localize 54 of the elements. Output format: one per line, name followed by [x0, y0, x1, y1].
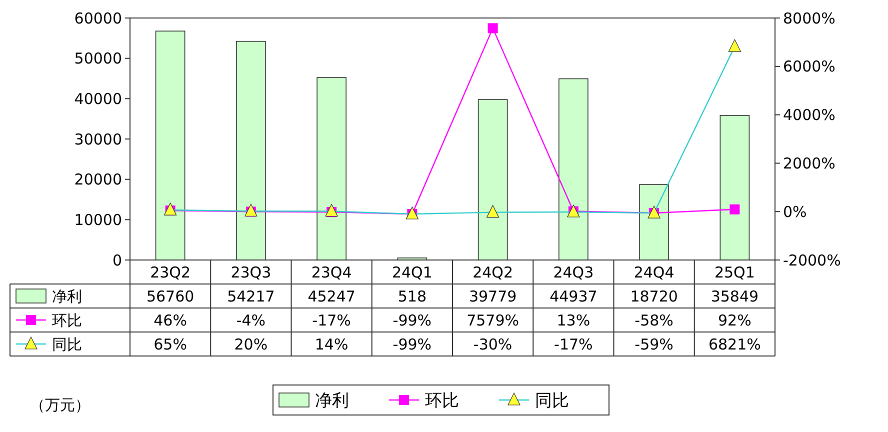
- data-label: -4%: [236, 311, 266, 330]
- y2-tick-label: 4000%: [783, 106, 836, 124]
- y-tick-label: 20000: [74, 170, 122, 189]
- data-label: 18720: [630, 287, 678, 306]
- point: [730, 204, 740, 214]
- y2-tick-label: 6000%: [783, 58, 836, 76]
- y-tick-label: 0: [112, 251, 122, 270]
- data-label: 14%: [314, 335, 348, 354]
- y2-tick-label: 0%: [783, 202, 807, 221]
- data-label: 35849: [710, 287, 759, 306]
- data-label: 518: [398, 287, 427, 306]
- y2-tick-label: 2000%: [783, 154, 836, 172]
- data-label: -30%: [473, 335, 512, 354]
- x-tick-label: 24Q4: [634, 263, 674, 282]
- y-tick-label: 50000: [74, 50, 122, 68]
- data-label: 45247: [308, 287, 356, 306]
- data-label: 6821%: [708, 335, 761, 354]
- data-label: 44937: [550, 287, 598, 306]
- y2-tick-label: 8000%: [783, 9, 836, 28]
- text: 净利: [315, 390, 349, 411]
- x-tick-label: 24Q1: [392, 263, 432, 282]
- data-label: -58%: [634, 311, 674, 330]
- legend-label: 净利: [52, 287, 82, 306]
- data-label: 39779: [468, 287, 517, 306]
- text: （万元）: [30, 396, 90, 414]
- data-label: 7579%: [466, 311, 520, 330]
- data-label: 46%: [154, 311, 187, 330]
- data-label: -99%: [392, 311, 432, 330]
- point: [488, 23, 498, 34]
- x-tick-label: 23Q4: [311, 263, 352, 282]
- x-tick-label: 23Q3: [230, 263, 272, 282]
- y2-tick-label: -2000%: [783, 251, 841, 270]
- x-tick-label: 25Q1: [714, 263, 755, 282]
- data-label: -99%: [392, 335, 432, 354]
- x-tick-label: 24Q2: [472, 263, 514, 282]
- data-label: 92%: [718, 311, 752, 330]
- data-label: 13%: [556, 311, 590, 330]
- y-tick-label: 60000: [74, 9, 122, 28]
- data-label: 54217: [227, 287, 275, 306]
- text: 同比: [535, 390, 569, 411]
- data-label: -17%: [312, 311, 351, 330]
- x-tick-label: 23Q2: [150, 263, 191, 282]
- y-tick-label: 10000: [74, 210, 122, 229]
- data-label: 65%: [154, 335, 187, 354]
- legend-label: 环比: [52, 311, 82, 330]
- data-label: 20%: [234, 335, 268, 354]
- x-tick-label: 24Q3: [553, 263, 594, 282]
- data-label: -59%: [634, 335, 674, 354]
- y-tick-label: 30000: [74, 130, 122, 148]
- text: 环比: [425, 390, 459, 411]
- legend-label: 同比: [52, 335, 82, 354]
- data-label: 56760: [146, 287, 194, 306]
- y-tick-label: 40000: [74, 90, 122, 108]
- data-label: -17%: [554, 335, 593, 354]
